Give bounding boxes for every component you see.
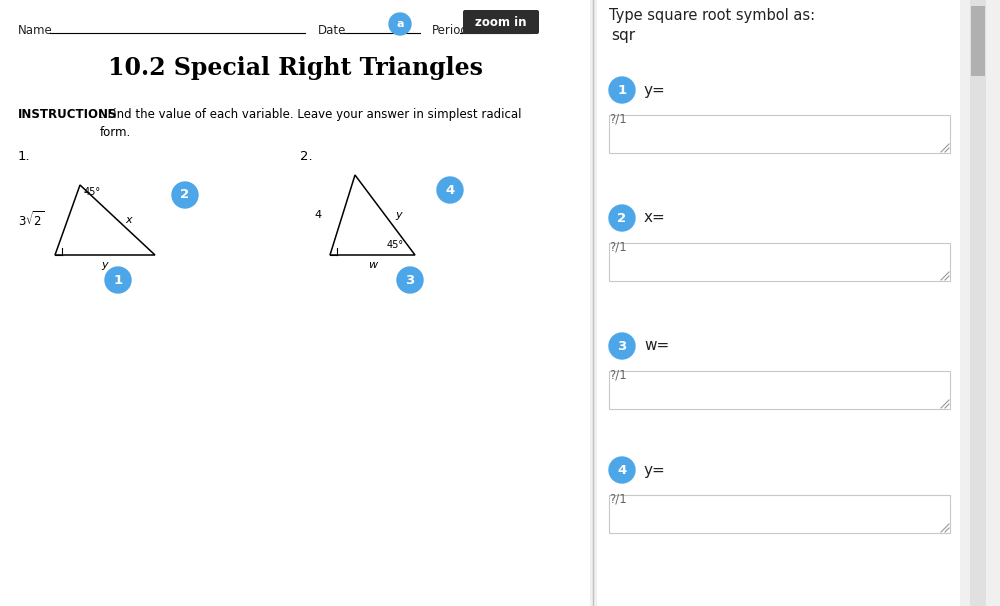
Text: INSTRUCTIONS: INSTRUCTIONS xyxy=(18,108,118,121)
Text: 2: 2 xyxy=(180,188,190,202)
Circle shape xyxy=(609,77,635,103)
FancyBboxPatch shape xyxy=(970,0,986,606)
Text: y=: y= xyxy=(644,462,666,478)
FancyBboxPatch shape xyxy=(609,243,950,281)
FancyBboxPatch shape xyxy=(971,6,985,76)
Text: Period: Period xyxy=(432,24,469,36)
Circle shape xyxy=(172,182,198,208)
Text: Type square root symbol as:: Type square root symbol as: xyxy=(609,8,815,23)
Text: . Find the value of each variable. Leave your answer in simplest radical
form.: . Find the value of each variable. Leave… xyxy=(100,108,522,139)
Text: 1: 1 xyxy=(113,273,123,287)
Circle shape xyxy=(105,267,131,293)
Text: 4: 4 xyxy=(315,210,322,220)
Text: y=: y= xyxy=(644,82,666,98)
FancyBboxPatch shape xyxy=(609,115,950,153)
Text: Name: Name xyxy=(18,24,53,36)
FancyBboxPatch shape xyxy=(0,0,590,606)
Text: y: y xyxy=(102,260,108,270)
Text: 4: 4 xyxy=(617,464,627,476)
Text: w=: w= xyxy=(644,339,669,353)
Text: zoom in: zoom in xyxy=(475,16,527,28)
Text: 4: 4 xyxy=(445,184,455,196)
Text: ?/1: ?/1 xyxy=(609,112,627,125)
Circle shape xyxy=(609,205,635,231)
Text: 10.2 Special Right Triangles: 10.2 Special Right Triangles xyxy=(108,56,482,80)
FancyBboxPatch shape xyxy=(609,371,950,409)
Text: a: a xyxy=(396,19,404,29)
Circle shape xyxy=(397,267,423,293)
Text: ?/1: ?/1 xyxy=(609,240,627,253)
Text: x=: x= xyxy=(644,210,666,225)
Circle shape xyxy=(437,177,463,203)
FancyBboxPatch shape xyxy=(609,495,950,533)
Text: 45°: 45° xyxy=(84,187,101,197)
Text: 1: 1 xyxy=(617,84,627,96)
Text: 2: 2 xyxy=(617,211,627,224)
Text: y: y xyxy=(395,210,402,220)
Circle shape xyxy=(609,333,635,359)
Text: ?/1: ?/1 xyxy=(609,368,627,381)
Text: $3\sqrt{2}$: $3\sqrt{2}$ xyxy=(18,211,45,230)
Circle shape xyxy=(609,457,635,483)
FancyBboxPatch shape xyxy=(463,10,539,34)
Text: 1.: 1. xyxy=(18,150,31,163)
Text: x: x xyxy=(126,215,132,225)
Text: 3: 3 xyxy=(617,339,627,353)
Text: 2.: 2. xyxy=(300,150,313,163)
Text: sqr: sqr xyxy=(611,28,635,43)
FancyBboxPatch shape xyxy=(597,0,960,606)
Text: 45°: 45° xyxy=(387,240,404,250)
Circle shape xyxy=(389,13,411,35)
Text: w: w xyxy=(368,260,377,270)
Text: ?/1: ?/1 xyxy=(609,492,627,505)
Text: 3: 3 xyxy=(405,273,415,287)
Text: Date: Date xyxy=(318,24,346,36)
